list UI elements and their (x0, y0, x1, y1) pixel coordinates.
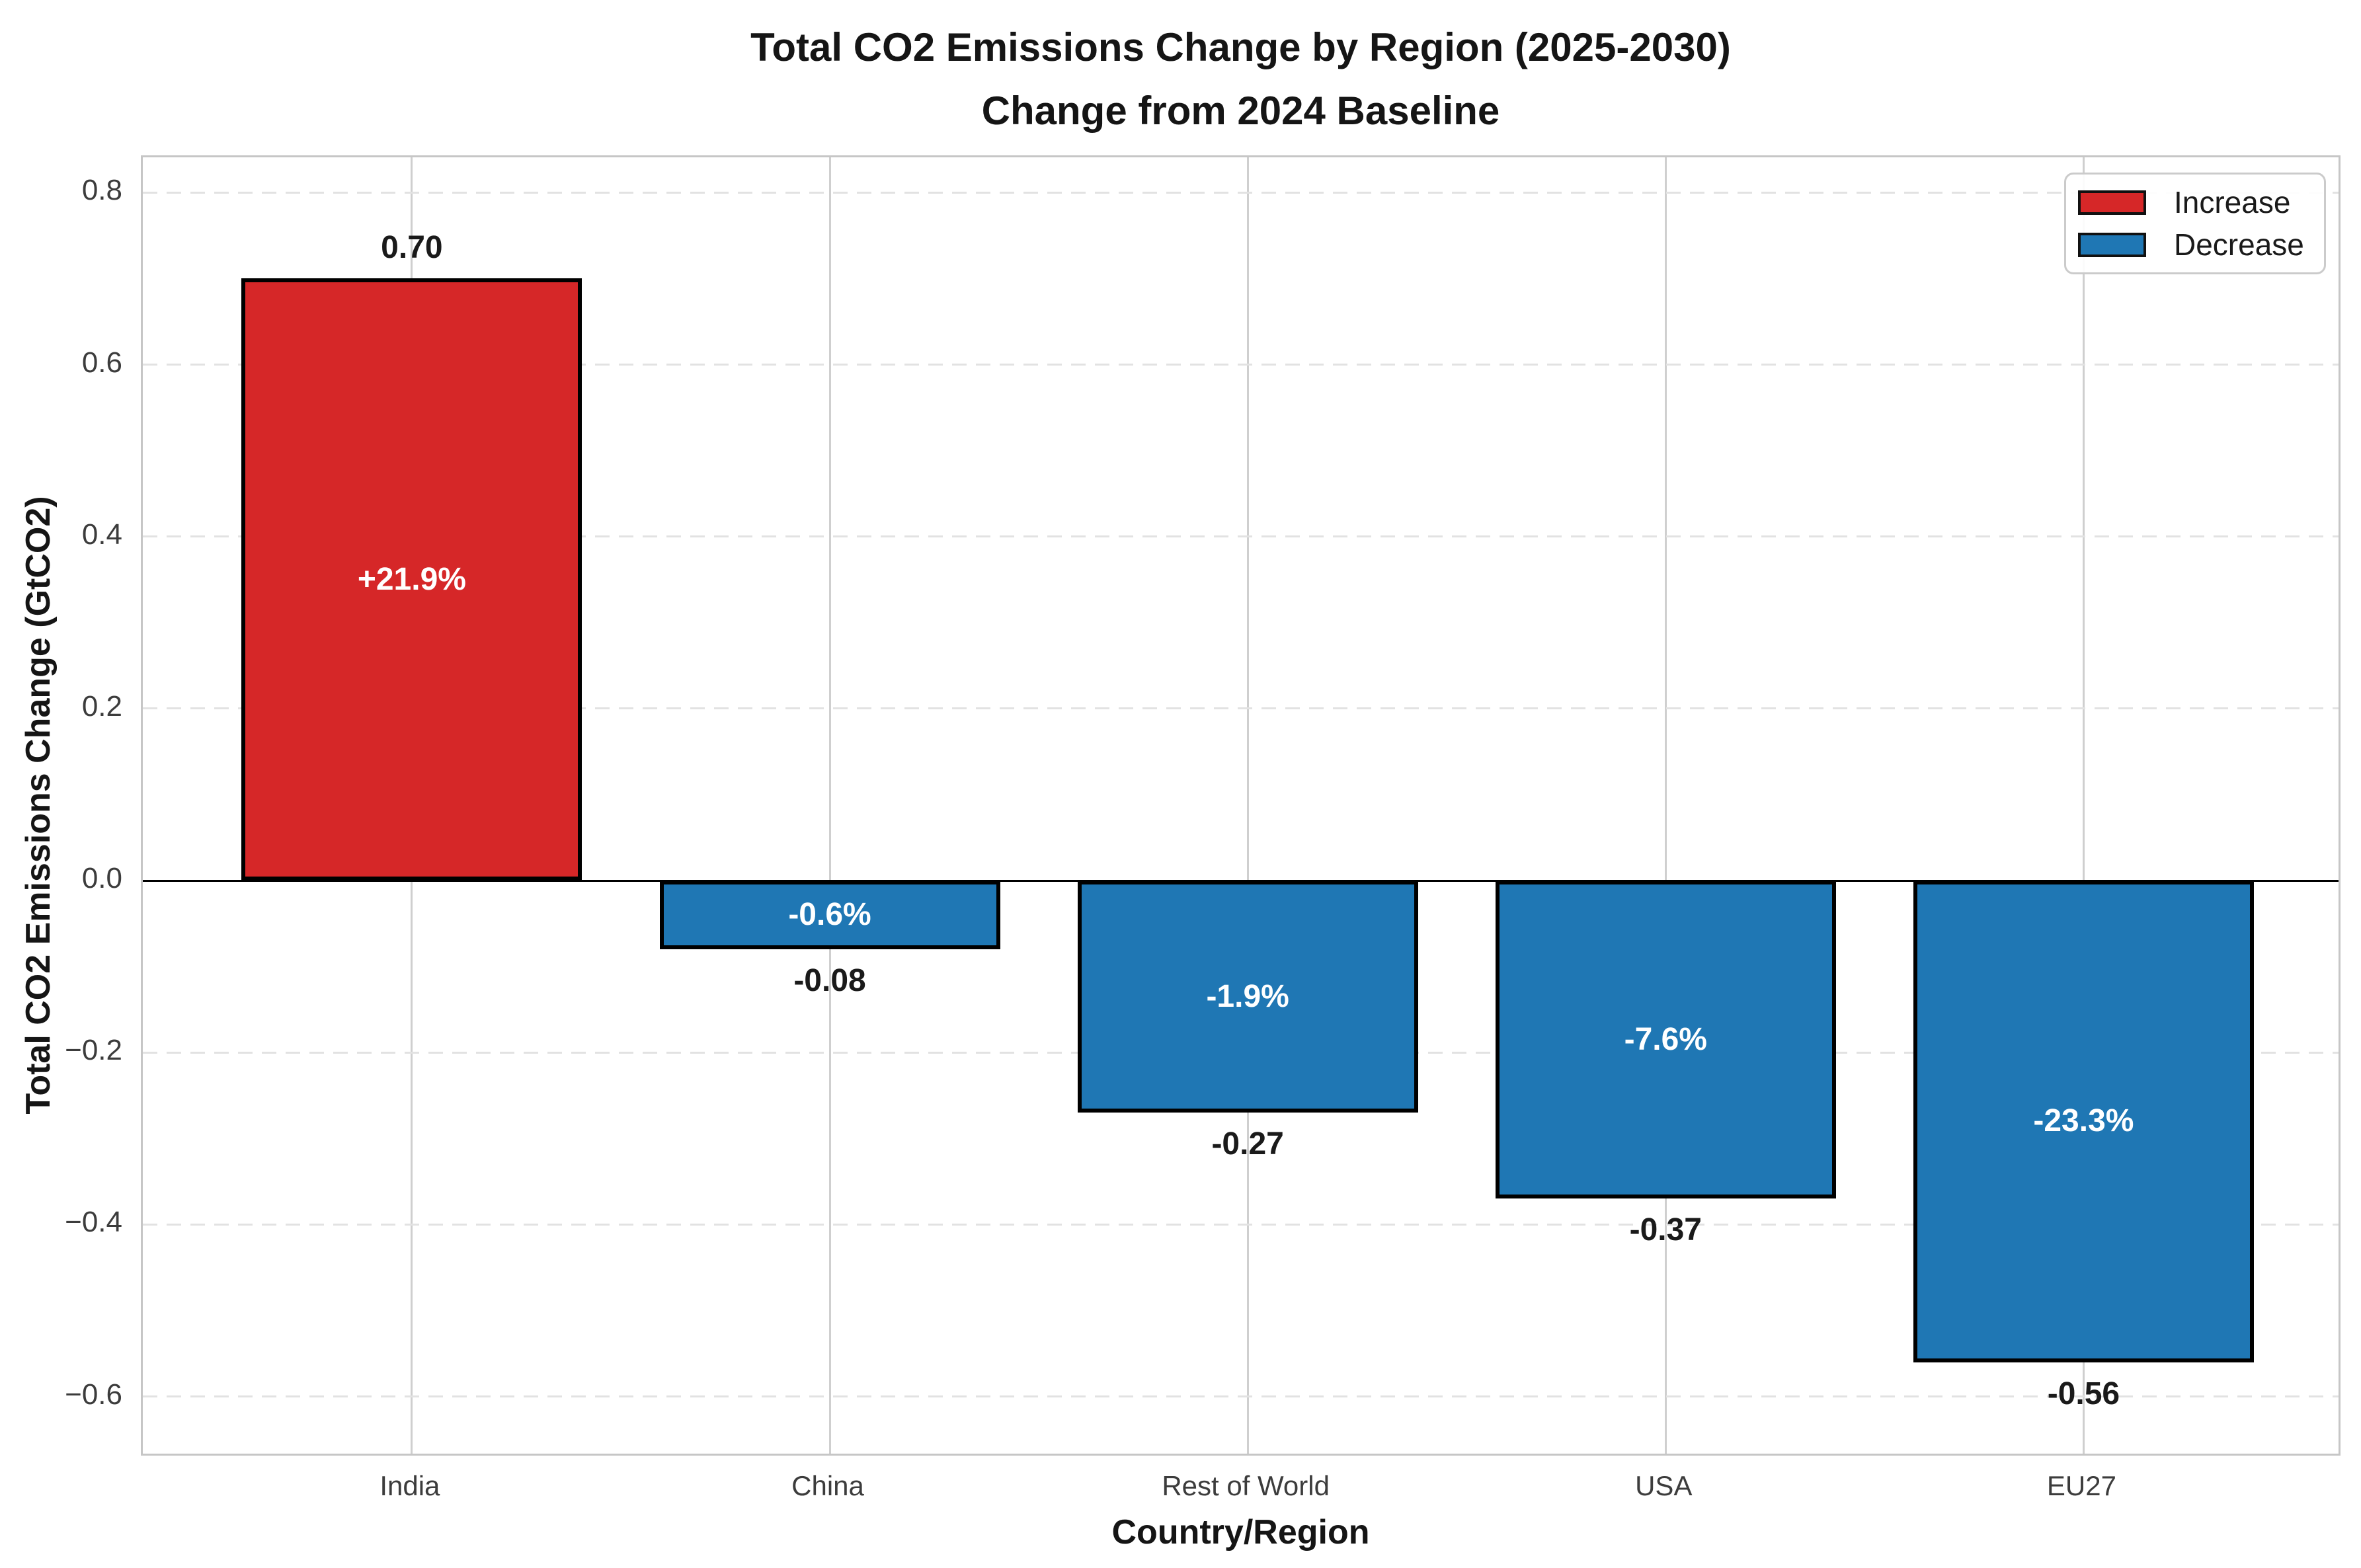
legend-label-decrease: Decrease (2174, 227, 2304, 262)
y-tick-0p8: 0.8 (81, 174, 122, 207)
h-gridline-0p4 (143, 535, 2339, 538)
legend: Increase Decrease (2064, 173, 2326, 274)
y-tick-neg0p2: −0.2 (65, 1034, 122, 1067)
bar-value-label-china: -0.08 (793, 963, 866, 999)
chart-title: Total CO2 Emissions Change by Region (20… (141, 16, 2341, 143)
bar-usa (1495, 881, 1836, 1199)
plot-area: 0.70 +21.9% -0.08 -0.6% -0.27 -1.9% -0.37 -7.6%… (141, 155, 2341, 1456)
bar-value-label-rest-of-world: -0.27 (1211, 1126, 1284, 1162)
y-tick-neg0p6: −0.6 (65, 1378, 122, 1411)
legend-item-decrease: Decrease (2078, 229, 2317, 260)
x-tick-india: India (380, 1470, 440, 1501)
v-gridline-rest-of-world (1246, 157, 1249, 1454)
legend-item-increase: Increase (2078, 186, 2317, 218)
x-tick-eu27: EU27 (2046, 1470, 2116, 1501)
h-gridline-neg0p6 (143, 1395, 2339, 1398)
y-tick-0p4: 0.4 (81, 518, 122, 551)
bar-pct-label-usa: -7.6% (1624, 1021, 1707, 1057)
x-tick-rest-of-world: Rest of World (1162, 1470, 1330, 1501)
v-gridline-eu27 (2082, 157, 2085, 1454)
h-gridline-0p8 (143, 191, 2339, 194)
x-axis-label: Country/Region (1111, 1513, 1370, 1551)
h-gridline-0p6 (143, 364, 2339, 366)
y-axis-label: Total CO2 Emissions Change (GtCO2) (19, 496, 58, 1115)
bar-pct-label-china: -0.6% (788, 897, 871, 933)
bar-value-label-india: 0.70 (381, 230, 443, 266)
bar-value-label-usa: -0.37 (1629, 1212, 1702, 1248)
v-gridline-usa (1664, 157, 1667, 1454)
legend-swatch-decrease (2078, 232, 2146, 257)
bar-pct-label-rest-of-world: -1.9% (1206, 978, 1289, 1014)
x-tick-china: China (791, 1470, 864, 1501)
bar-eu27 (1913, 881, 2254, 1362)
y-tick-0: 0.0 (81, 862, 122, 895)
y-tick-0p2: 0.2 (81, 689, 122, 723)
y-tick-neg0p4: −0.4 (65, 1206, 122, 1239)
legend-label-increase: Increase (2174, 185, 2291, 219)
bar-india (241, 278, 582, 881)
chart-title-line1: Total CO2 Emissions Change by Region (20… (750, 25, 1731, 69)
bar-china (659, 881, 1000, 950)
h-gridline-0p2 (143, 707, 2339, 710)
bar-value-label-eu27: -0.56 (2047, 1376, 2120, 1411)
bar-pct-label-india: +21.9% (357, 561, 466, 597)
bar-rest-of-world (1077, 881, 1418, 1113)
y-tick-0p6: 0.6 (81, 346, 122, 379)
v-gridline-china (828, 157, 831, 1454)
chart-title-line2: Change from 2024 Baseline (981, 89, 1500, 133)
h-gridline-neg0p4 (143, 1223, 2339, 1226)
bar-pct-label-eu27: -23.3% (2033, 1103, 2134, 1139)
x-tick-usa: USA (1635, 1470, 1693, 1501)
legend-swatch-increase (2078, 190, 2146, 215)
